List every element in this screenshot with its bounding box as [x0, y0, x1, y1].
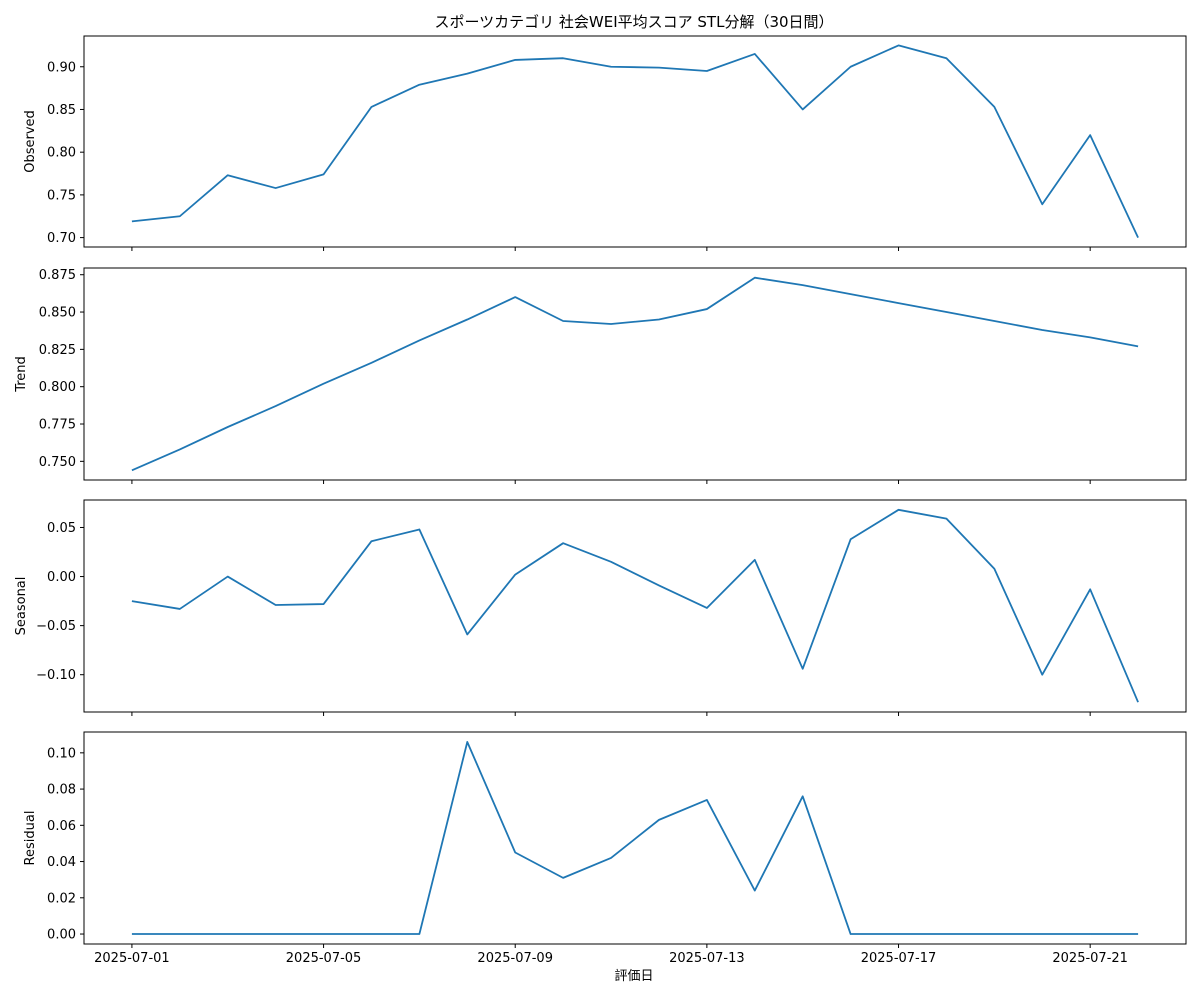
y-tick-label: 0.00 [47, 928, 76, 943]
y-tick-label: 0.850 [39, 306, 76, 321]
y-tick-label: 0.75 [47, 188, 76, 203]
y-axis-label: Observed [23, 110, 38, 173]
y-axis-label: Trend [14, 356, 29, 393]
x-tick-label: 2025-07-09 [477, 951, 553, 966]
x-tick-label: 2025-07-17 [861, 951, 937, 966]
panel-residual: 0.00 0.02 0.04 0.06 0.08 0.10 Residual 2025-07-… [23, 731, 1187, 966]
y-tick-label: 0.10 [47, 746, 76, 761]
y-tick-label: 0.06 [47, 819, 76, 834]
x-axis-label: 評価日 [614, 969, 653, 984]
y-tick-label: 0.00 [47, 570, 76, 585]
y-tick-label: 0.85 [47, 103, 76, 118]
x-tick-label: 2025-07-01 [94, 951, 170, 966]
y-tick-label: 0.90 [47, 60, 76, 75]
y-tick-label: 0.800 [39, 380, 76, 395]
panel-observed: 0.70 0.75 0.80 0.85 0.90 Observed [23, 35, 1187, 251]
y-tick-label: 0.08 [47, 783, 76, 798]
x-tick-label: 2025-07-05 [286, 951, 362, 966]
series-line-observed [131, 44, 1139, 238]
panels: 0.700.750.800.850.90Observed0.7500.7750.… [14, 35, 1187, 966]
series-line-trend [131, 276, 1139, 472]
y-tick-label: −0.10 [36, 668, 76, 683]
y-tick-label: 0.750 [39, 455, 76, 470]
panel-seasonal: −0.10 −0.05 0.00 0.05 Seasonal [14, 499, 1187, 716]
panel-frame [83, 499, 1187, 713]
panel-frame [83, 35, 1187, 248]
y-tick-label: 0.775 [39, 418, 76, 433]
series-line-residual [131, 741, 1139, 935]
series-line-seasonal [131, 508, 1139, 703]
y-axis-label: Residual [23, 811, 38, 866]
y-tick-label: 0.825 [39, 343, 76, 358]
x-tick-label: 2025-07-13 [669, 951, 745, 966]
y-tick-label: 0.70 [47, 231, 76, 246]
panel-trend: 0.750 0.775 0.800 0.825 0.850 0.875 Trend [14, 267, 1187, 484]
y-axis-label: Seasonal [14, 577, 29, 636]
panel-frame [83, 267, 1187, 481]
y-tick-label: −0.05 [36, 619, 76, 634]
chart-title: スポーツカテゴリ 社会WEI平均スコア STL分解（30日間） [434, 13, 833, 31]
x-tick-label: 2025-07-21 [1052, 951, 1128, 966]
y-tick-label: 0.04 [47, 855, 76, 870]
y-tick-label: 0.80 [47, 146, 76, 161]
y-tick-label: 0.875 [39, 268, 76, 283]
y-tick-label: 0.02 [47, 891, 76, 906]
panel-frame [83, 731, 1187, 945]
y-tick-label: 0.05 [47, 521, 76, 536]
